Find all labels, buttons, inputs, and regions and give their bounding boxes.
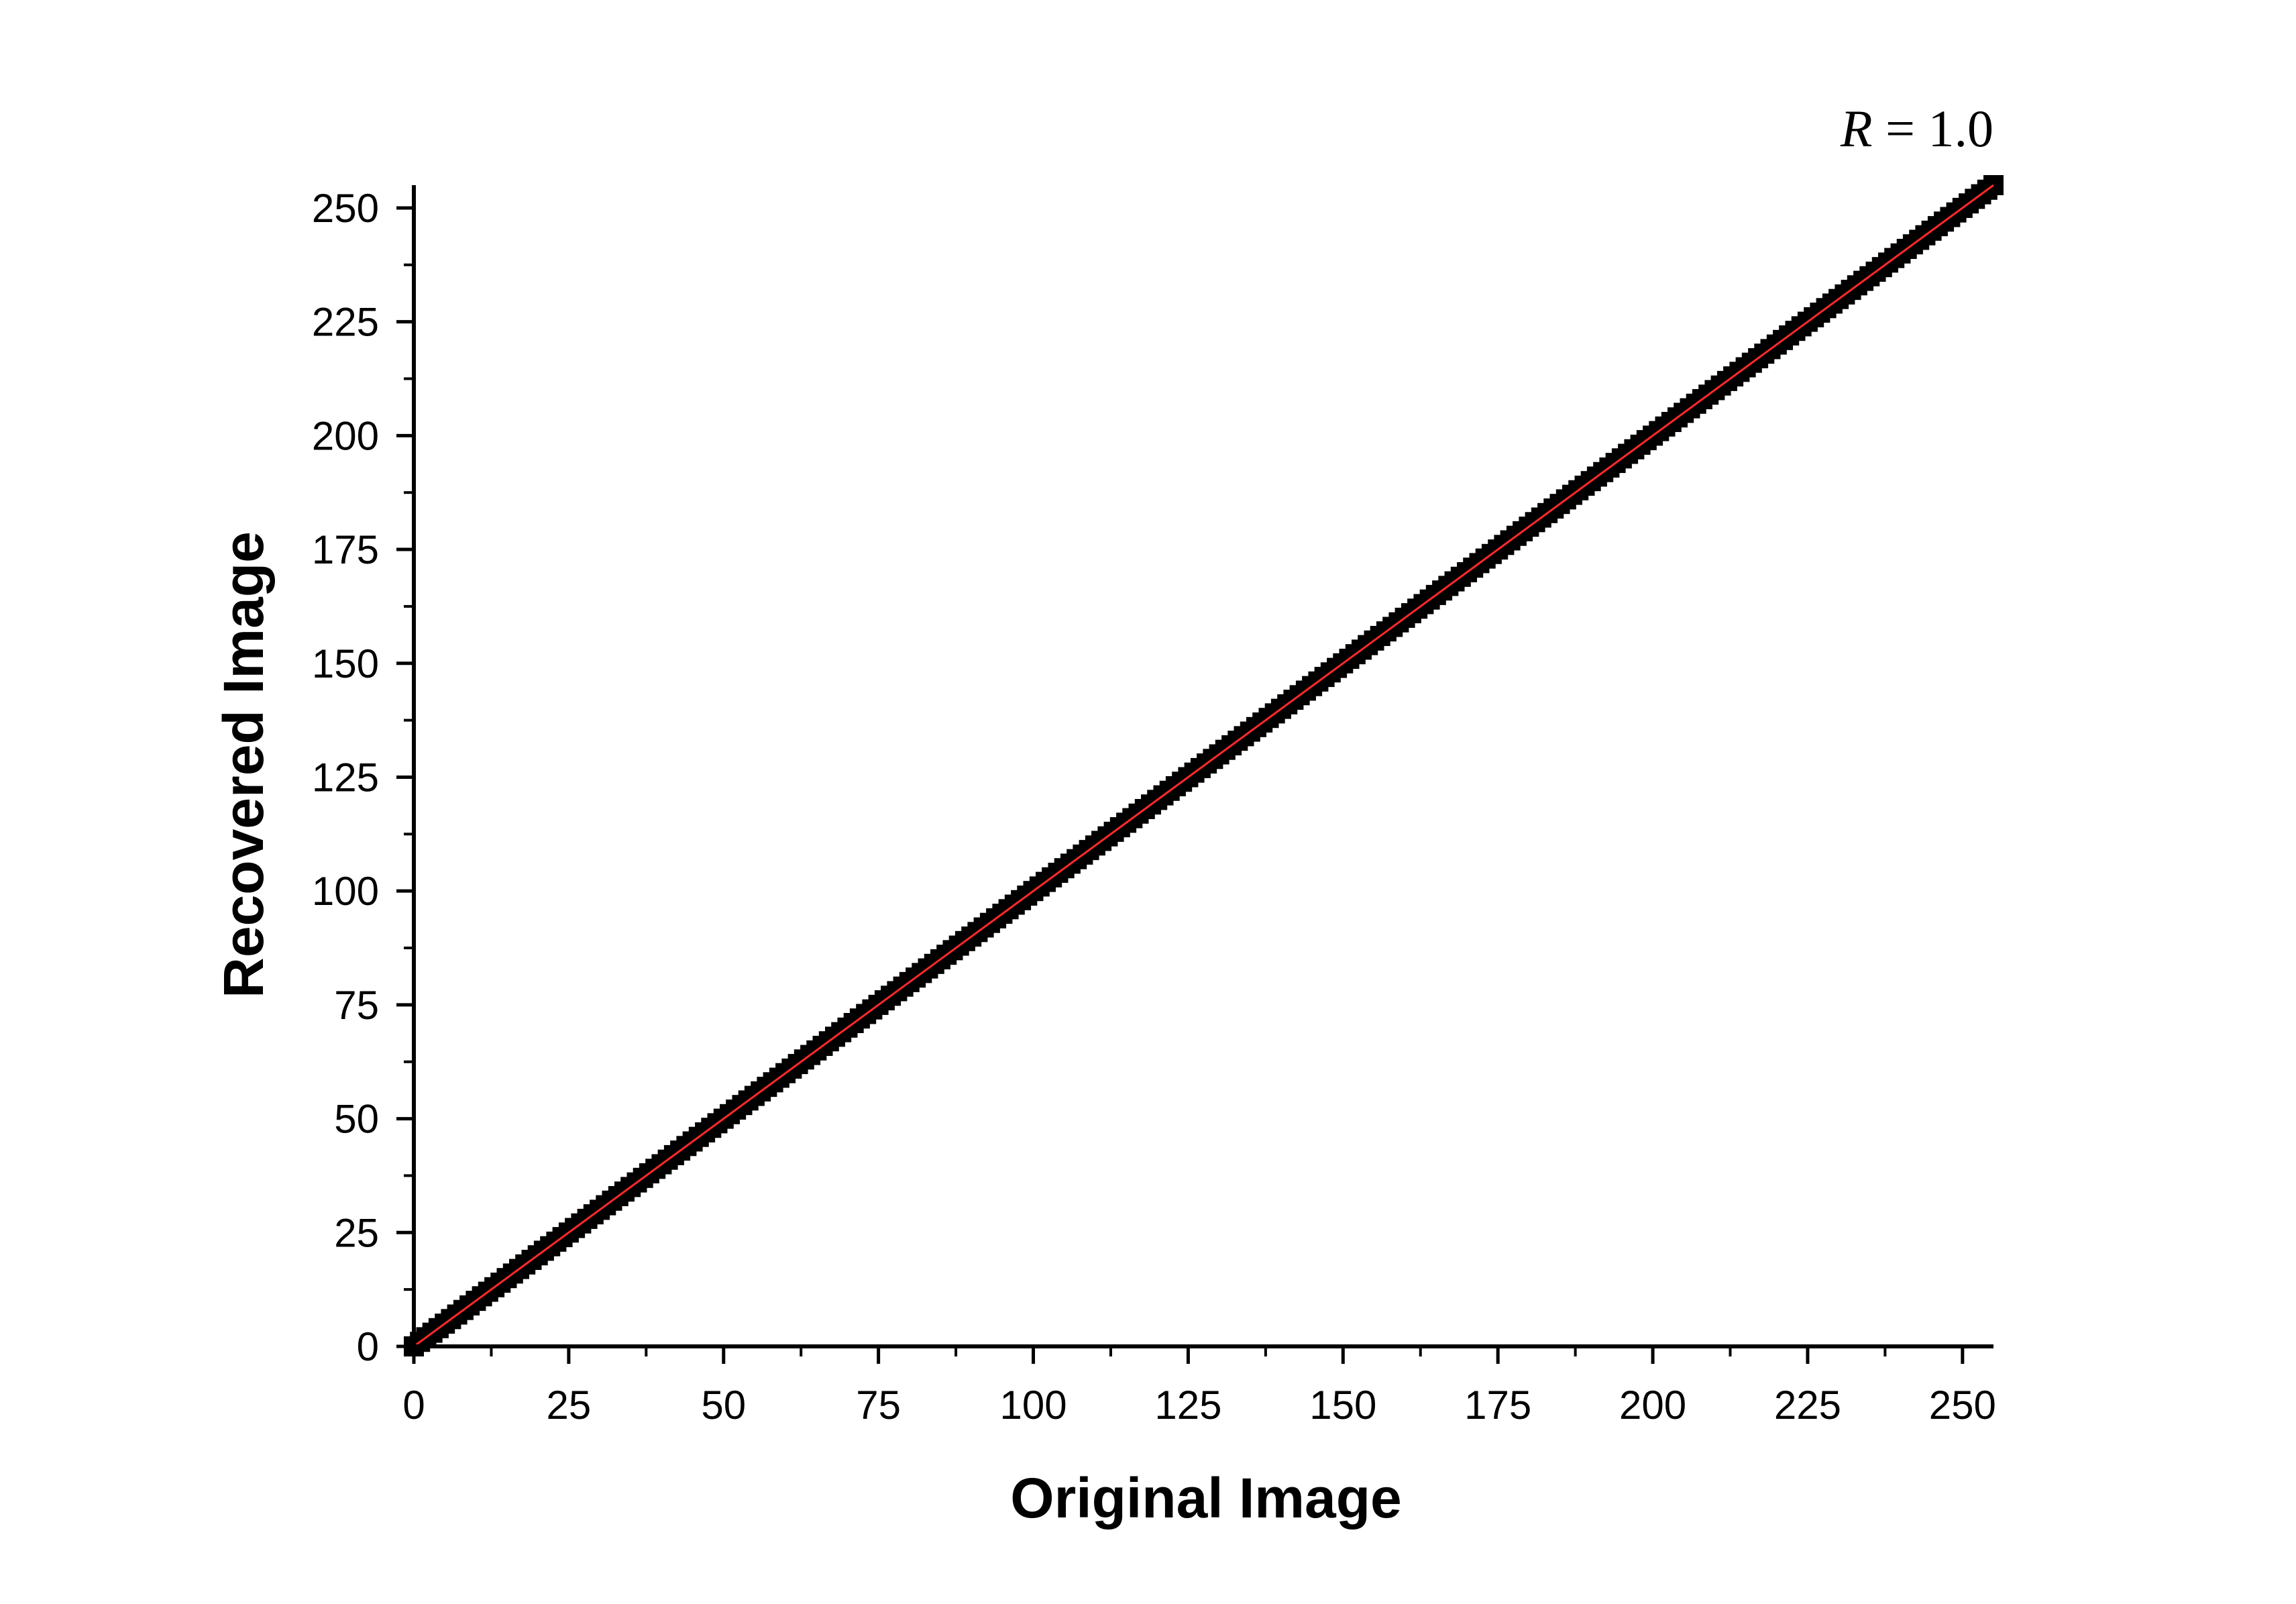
x-tick-label: 125 [1154, 1383, 1221, 1428]
y-tick-label: 150 [312, 641, 379, 686]
y-tick-label: 175 [312, 527, 379, 572]
y-tick-label: 0 [357, 1324, 379, 1369]
x-tick-label: 225 [1774, 1383, 1841, 1428]
y-tick-label: 250 [312, 186, 379, 231]
y-tick-label: 225 [312, 300, 379, 345]
x-axis-ticks: 0 25 50 75 100 125 150 175 200 225 250 [402, 1346, 1996, 1428]
fit-line [413, 184, 1994, 1348]
x-tick-label: 75 [856, 1383, 901, 1428]
y-tick-label: 125 [312, 755, 379, 800]
x-tick-label: 0 [402, 1383, 425, 1428]
annotation-value: 1.0 [1928, 99, 1994, 158]
x-tick-label: 150 [1309, 1383, 1376, 1428]
annotation-symbol: R [1840, 99, 1873, 158]
x-tick-label: 50 [701, 1383, 746, 1428]
x-tick-label: 250 [1929, 1383, 1996, 1428]
x-tick-label: 175 [1464, 1383, 1531, 1428]
y-axis-ticks: 0 25 50 75 100 125 150 175 200 225 250 [312, 186, 414, 1369]
y-tick-label: 100 [312, 869, 379, 914]
y-tick-label: 50 [334, 1097, 379, 1142]
y-tick-label: 75 [334, 983, 379, 1028]
y-tick-label: 200 [312, 413, 379, 458]
y-tick-label: 25 [334, 1210, 379, 1255]
x-tick-label: 200 [1619, 1383, 1686, 1428]
y-axis-title: Recovered Image [212, 531, 275, 998]
annotation-equals: = [1873, 99, 1928, 158]
correlation-annotation: R = 1.0 [1840, 99, 1993, 158]
x-tick-label: 25 [547, 1383, 592, 1428]
x-tick-label: 100 [999, 1383, 1067, 1428]
x-axis-title: Original Image [1010, 1466, 1402, 1530]
